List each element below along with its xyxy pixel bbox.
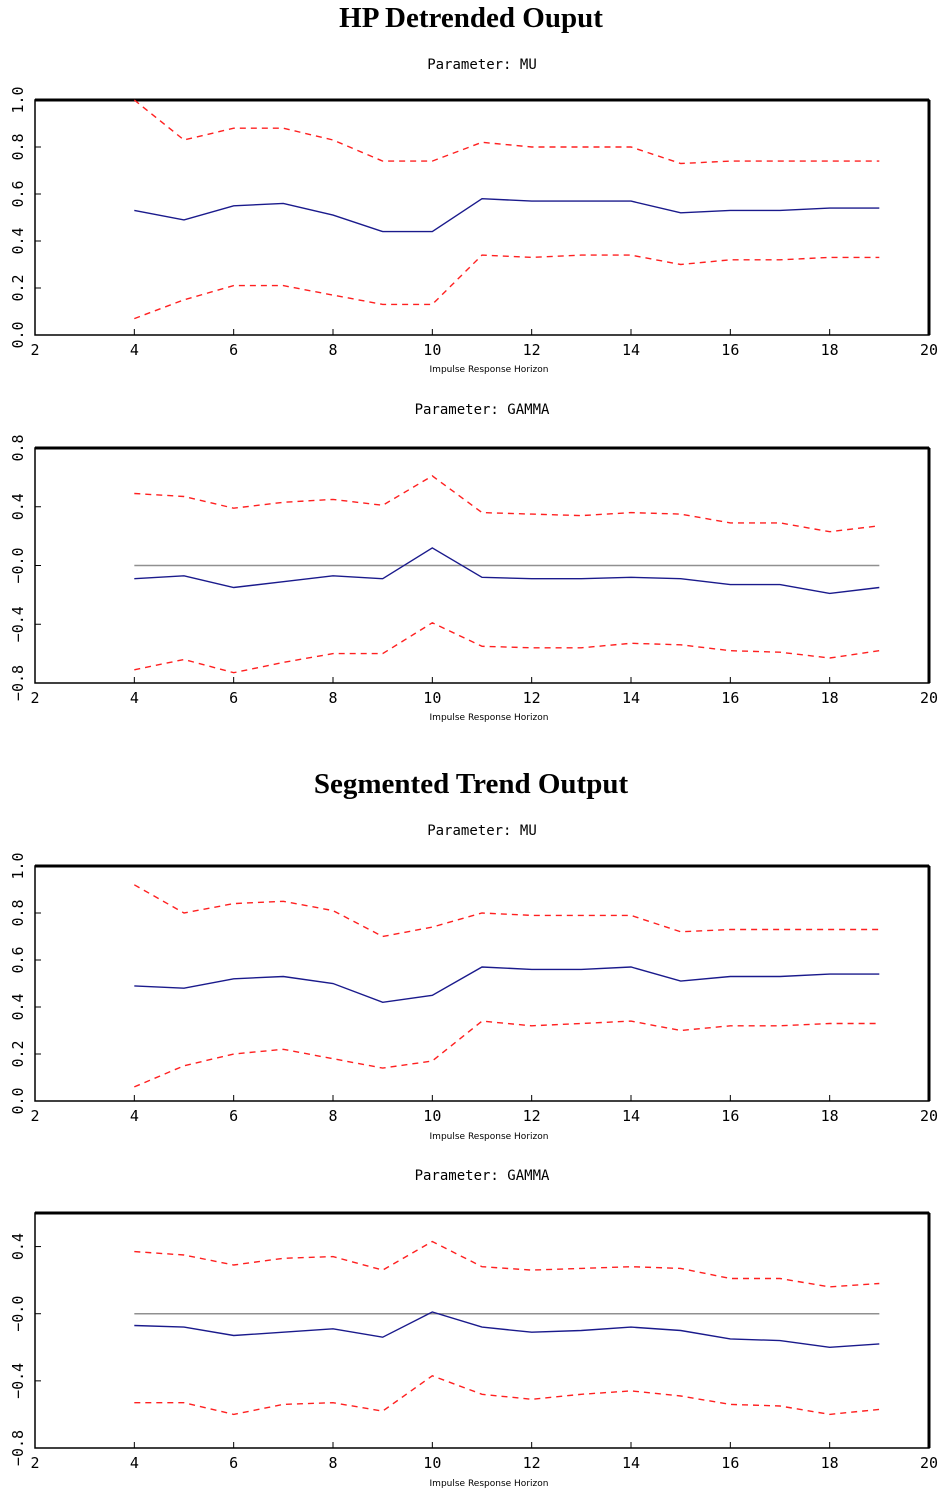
x-tick-label: 6 [229,341,238,359]
series-estimate-line [134,197,880,233]
x-tick-label: 16 [721,341,739,359]
x-tick-label: 10 [423,1454,441,1472]
x-tick-label: 14 [622,1107,640,1125]
chart-title: Parameter: GAMMA [415,402,550,418]
y-tick-label: 0.8 [9,899,27,926]
chart-title: Parameter: MU [427,57,537,73]
x-tick-label: 12 [523,689,541,707]
x-tick-label: 14 [622,1454,640,1472]
x-tick-label: 4 [130,1107,139,1125]
x-tick-label: 2 [30,1454,39,1472]
x-axis-label: Impulse Response Horizon [430,365,549,375]
x-tick-label: 18 [821,341,839,359]
series-band-line [134,1375,880,1416]
x-tick-label: 16 [721,1107,739,1125]
chart-title: Parameter: GAMMA [415,1168,550,1184]
y-tick-label: 0.6 [9,946,27,973]
section-title-hp: HP Detrended Ouput [339,2,603,34]
y-tick-label: 0.6 [9,180,27,207]
x-tick-label: 4 [130,689,139,707]
y-tick-label: 1.0 [9,852,27,879]
x-tick-label: 20 [920,689,938,707]
chart-panel-2: Parameter: MU 2 4 6 8 10 12 14 16 18 20 0.0 0.2 0.4 0.… [9,823,938,1142]
chart-panel-1: Parameter: GAMMA 2 4 6 8 10 12 14 16 18 20 −0.8 −0.4… [9,402,938,723]
series-band-line [134,475,880,533]
series-band-line [133,884,880,938]
series-band-line [134,622,880,674]
x-axis-label: Impulse Response Horizon [430,713,549,723]
x-tick-label: 16 [721,1454,739,1472]
x-tick-label: 12 [523,1454,541,1472]
y-tick-label: −0.0 [9,547,27,583]
y-tick-label: 0.8 [9,434,27,461]
x-tick-label: 6 [229,1107,238,1125]
plot-frame [34,865,930,1102]
chart-panel-0: Parameter: MU 2 4 6 8 10 12 14 16 18 20 0.0 0.2 0.4 0.… [9,57,938,375]
x-tick-label: 12 [523,1107,541,1125]
y-tick-label: −0.4 [9,606,27,642]
x-tick-label: 12 [523,341,541,359]
x-tick-label: 10 [423,341,441,359]
series-band-line [134,1240,880,1288]
series-estimate-line [134,547,880,595]
y-tick-label: 0.4 [9,493,27,520]
x-tick-label: 4 [130,341,139,359]
x-tick-label: 6 [229,689,238,707]
plot-frame [34,1212,930,1449]
y-tick-label: −0.8 [9,1430,27,1466]
y-tick-label: −0.8 [9,665,27,701]
y-tick-label: 0.4 [9,1233,27,1260]
x-tick-label: 8 [328,341,337,359]
x-tick-label: 14 [622,689,640,707]
section-title-segmented: Segmented Trend Output [313,768,629,800]
x-axis-label: Impulse Response Horizon [430,1132,549,1142]
x-tick-label: 10 [423,689,441,707]
x-tick-label: 20 [920,1454,938,1472]
y-tick-label: −0.4 [9,1363,27,1399]
y-tick-label: 0.8 [9,133,27,160]
series-estimate-line [134,1311,880,1349]
y-tick-label: 0.2 [9,274,27,301]
x-tick-label: 20 [920,1107,938,1125]
y-tick-label: −0.0 [9,1296,27,1332]
x-tick-label: 8 [328,1454,337,1472]
y-tick-label: 1.0 [9,86,27,113]
y-tick-label: 0.4 [9,993,27,1020]
x-tick-label: 4 [130,1454,139,1472]
x-tick-label: 18 [821,689,839,707]
x-axis-label: Impulse Response Horizon [430,1479,549,1489]
series-band-line [134,254,880,320]
x-tick-label: 2 [30,341,39,359]
x-tick-label: 2 [30,1107,39,1125]
chart-title: Parameter: MU [427,823,537,839]
y-tick-label: 0.0 [9,1087,27,1114]
x-tick-label: 8 [328,1107,337,1125]
x-tick-label: 20 [920,341,938,359]
y-tick-label: 0.2 [9,1040,27,1067]
x-tick-label: 18 [821,1454,839,1472]
y-tick-label: 0.0 [9,321,27,348]
series-band-line [133,99,880,165]
x-tick-label: 8 [328,689,337,707]
x-tick-label: 6 [229,1454,238,1472]
y-tick-label: 0.4 [9,227,27,254]
x-tick-label: 2 [30,689,39,707]
x-tick-label: 16 [721,689,739,707]
x-tick-label: 10 [423,1107,441,1125]
x-tick-label: 14 [622,341,640,359]
series-estimate-line [134,966,880,1004]
series-band-line [134,1020,880,1088]
x-tick-label: 18 [821,1107,839,1125]
chart-panel-3: Parameter: GAMMA 2 4 6 8 10 12 14 16 18 20 −0.8 −0.4… [9,1168,938,1489]
